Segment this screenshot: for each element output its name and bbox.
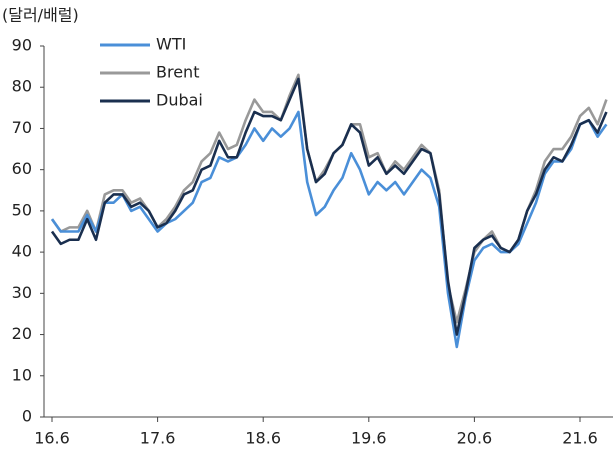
y-tick-label: 40 bbox=[12, 242, 32, 261]
y-tick-label: 10 bbox=[12, 365, 32, 384]
legend-label: Brent bbox=[156, 63, 199, 82]
y-tick-label: 80 bbox=[12, 77, 32, 96]
series-line bbox=[50, 77, 608, 336]
y-tick-label: 90 bbox=[12, 36, 32, 55]
x-tick-label: 20.6 bbox=[457, 429, 493, 448]
x-tick-label: 17.6 bbox=[140, 429, 176, 448]
legend-label: WTI bbox=[156, 35, 186, 54]
y-tick-label: 30 bbox=[12, 283, 32, 302]
legend-label: Dubai bbox=[156, 91, 203, 110]
y-tick-label: 60 bbox=[12, 159, 32, 178]
y-tick-label: 50 bbox=[12, 200, 32, 219]
series-line bbox=[50, 110, 608, 349]
x-tick-label: 18.6 bbox=[245, 429, 281, 448]
y-tick-label: 70 bbox=[12, 118, 32, 137]
y-tick-label: 0 bbox=[22, 407, 32, 426]
unit-label: (달러/배럴) bbox=[2, 6, 79, 25]
x-tick-label: 16.6 bbox=[34, 429, 70, 448]
x-tick-label: 21.6 bbox=[562, 429, 598, 448]
x-tick-label: 19.6 bbox=[351, 429, 387, 448]
y-tick-label: 20 bbox=[12, 324, 32, 343]
